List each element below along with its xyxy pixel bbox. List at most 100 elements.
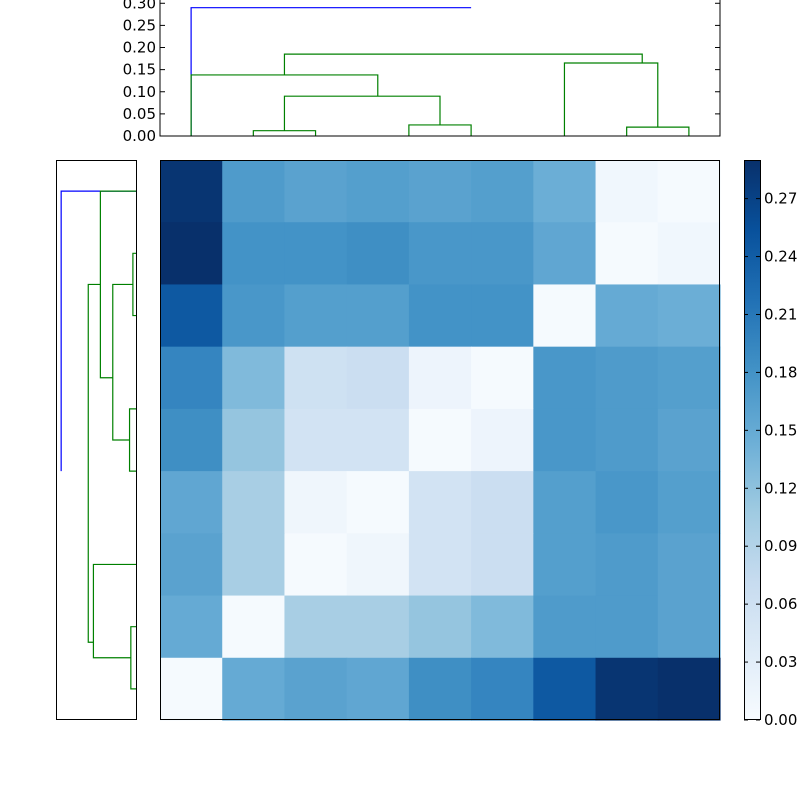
heatmap-cell-r0-c0 — [160, 160, 223, 223]
top-y-tick-label: 0.25 — [123, 16, 156, 34]
heatmap-cell-r0-c6 — [533, 160, 597, 223]
heatmap-cell-r3-c4 — [408, 346, 472, 410]
colorbar: 0.00 0.03 0.06 0.09 0.12 0.15 0.18 0.21 0.24 0.27 — [744, 160, 797, 729]
colorbar-tick-label: 0.09 — [764, 537, 797, 555]
heatmap-cell-r7-c1 — [222, 595, 286, 659]
heatmap-cell-r7-c2 — [284, 595, 348, 659]
heatmap-cell-r5-c8 — [657, 471, 721, 534]
top-y-tick-label: 0.15 — [123, 61, 156, 79]
top-y-tick-label: 0.05 — [123, 105, 156, 123]
heatmap-cell-r1-c8 — [657, 222, 721, 286]
heatmap-cell-r2-c6 — [533, 284, 597, 348]
heatmap-cell-r1-c0 — [160, 222, 223, 286]
top-dendrogram-link-t2 — [283, 53, 643, 75]
heatmap — [160, 160, 721, 721]
heatmap-cell-r5-c4 — [408, 471, 472, 534]
heatmap-cell-r2-c8 — [657, 284, 721, 348]
heatmap-cell-r0-c1 — [222, 160, 286, 223]
heatmap-cell-r4-c7 — [595, 408, 659, 472]
heatmap-cell-r8-c3 — [346, 657, 410, 721]
heatmap-cell-r3-c0 — [160, 346, 223, 410]
heatmap-cell-r3-c3 — [346, 346, 410, 410]
heatmap-cell-r1-c1 — [222, 222, 286, 286]
heatmap-cell-r7-c7 — [595, 595, 659, 659]
top-dendrogram-link-t1 — [190, 7, 472, 136]
top-dendrogram-link-t5 — [283, 95, 441, 131]
top-y-tick-label: 0.10 — [123, 83, 156, 101]
heatmap-cell-r0-c2 — [284, 160, 348, 223]
heatmap-cell-r1-c3 — [346, 222, 410, 286]
top-y-tick-label: 0.20 — [123, 39, 156, 57]
heatmap-cell-r3-c8 — [657, 346, 721, 410]
heatmap-cell-r8-c8 — [657, 657, 721, 721]
heatmap-cell-r0-c3 — [346, 160, 410, 223]
left-dendrogram-link-l8 — [130, 626, 136, 690]
colorbar-tick-label: 0.00 — [764, 711, 797, 729]
top-y-tick-label: 0.30 — [123, 0, 156, 12]
heatmap-cell-r2-c3 — [346, 284, 410, 348]
heatmap-cell-r3-c7 — [595, 346, 659, 410]
heatmap-cell-r4-c2 — [284, 408, 348, 472]
colorbar-tick-label: 0.03 — [764, 653, 797, 671]
left-dendrogram-link-l7 — [128, 408, 136, 472]
heatmap-cell-r8-c5 — [471, 657, 534, 721]
colorbar-tick-label: 0.24 — [764, 248, 797, 266]
heatmap-cell-r2-c7 — [595, 284, 659, 348]
colorbar-tick-label: 0.21 — [764, 305, 797, 323]
colorbar-tick-label: 0.06 — [764, 595, 797, 613]
heatmap-cell-r1-c4 — [408, 222, 472, 286]
left-dendrogram-link-l2 — [87, 283, 101, 643]
heatmap-cell-r5-c5 — [471, 471, 534, 534]
top-dendrogram-link-t7 — [408, 124, 472, 136]
heatmap-cell-r0-c7 — [595, 160, 659, 223]
heatmap-cell-r6-c2 — [284, 533, 348, 597]
top-dendrogram-y-axis: 0.00 0.05 0.10 0.15 0.20 0.25 0.30 — [123, 0, 720, 145]
top-dendrogram-link-t4 — [563, 62, 659, 136]
heatmap-cell-r1-c7 — [595, 222, 659, 286]
heatmap-cell-r3-c1 — [222, 346, 286, 410]
heatmap-cell-r5-c6 — [533, 471, 597, 534]
colorbar-tick-label: 0.18 — [764, 363, 797, 381]
heatmap-cell-r5-c7 — [595, 471, 659, 534]
heatmap-cell-r7-c4 — [408, 595, 472, 659]
top-dendrogram-link-t3 — [190, 74, 379, 136]
heatmap-cell-r8-c1 — [222, 657, 286, 721]
heatmap-cell-r8-c7 — [595, 657, 659, 721]
heatmap-cell-r0-c4 — [408, 160, 472, 223]
heatmap-cell-r4-c0 — [160, 408, 223, 472]
heatmap-cell-r5-c1 — [222, 471, 286, 534]
heatmap-cell-r7-c0 — [160, 595, 223, 659]
heatmap-cell-r1-c6 — [533, 222, 597, 286]
heatmap-cell-r2-c0 — [160, 284, 223, 348]
heatmap-cell-r7-c6 — [533, 595, 597, 659]
heatmap-cell-r3-c6 — [533, 346, 597, 410]
heatmap-cells — [160, 160, 721, 721]
heatmap-cell-r4-c6 — [533, 408, 597, 472]
heatmap-cell-r7-c3 — [346, 595, 410, 659]
left-dendrogram-link-l3 — [99, 190, 136, 379]
colorbar-ticks: 0.00 0.03 0.06 0.09 0.12 0.15 0.18 0.21 0.24 0.27 — [744, 190, 797, 729]
colorbar-tick-label: 0.15 — [764, 421, 797, 439]
heatmap-cell-r6-c7 — [595, 533, 659, 597]
heatmap-cell-r8-c4 — [408, 657, 472, 721]
heatmap-cell-r7-c5 — [471, 595, 534, 659]
heatmap-cell-r4-c5 — [471, 408, 534, 472]
left-dendrogram-link-l6 — [132, 252, 136, 317]
heatmap-cell-r4-c1 — [222, 408, 286, 472]
colorbar-tick-label: 0.27 — [764, 190, 797, 208]
heatmap-cell-r7-c8 — [657, 595, 721, 659]
left-dendrogram-link-l5 — [112, 283, 133, 441]
heatmap-cell-r6-c1 — [222, 533, 286, 597]
heatmap-cell-r6-c6 — [533, 533, 597, 597]
heatmap-cell-r5-c2 — [284, 471, 348, 534]
heatmap-cell-r5-c0 — [160, 471, 223, 534]
heatmap-cell-r0-c5 — [471, 160, 534, 223]
heatmap-frame — [160, 160, 720, 720]
heatmap-cell-r1-c2 — [284, 222, 348, 286]
heatmap-cell-r2-c1 — [222, 284, 286, 348]
heatmap-cell-r5-c3 — [346, 471, 410, 534]
heatmap-cell-r4-c3 — [346, 408, 410, 472]
heatmap-cell-r8-c6 — [533, 657, 597, 721]
left-dendrogram-frame — [56, 160, 137, 720]
